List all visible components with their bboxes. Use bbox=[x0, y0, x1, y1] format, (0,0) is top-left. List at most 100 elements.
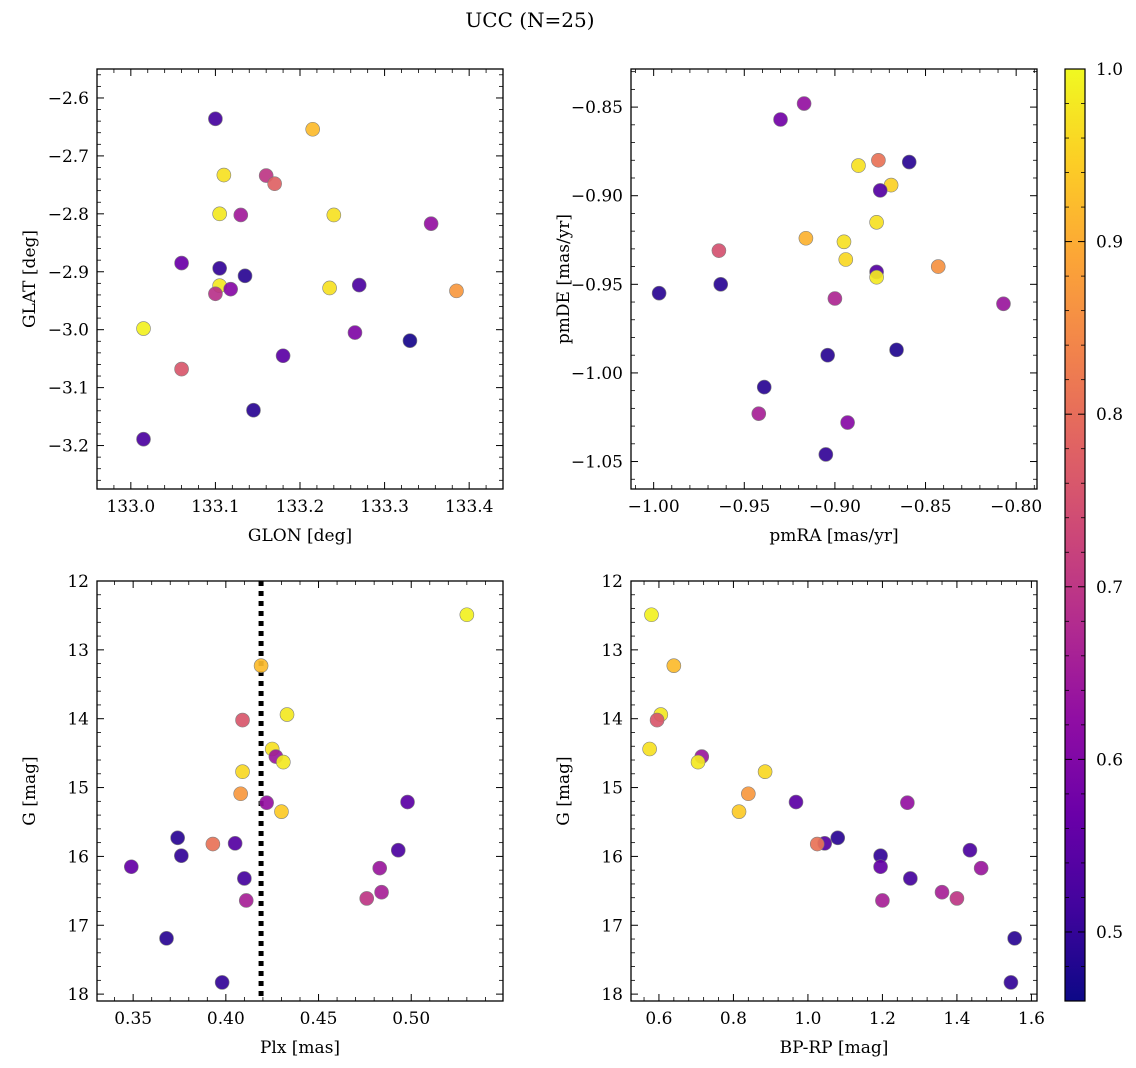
data-point bbox=[276, 754, 291, 770]
y-tick-label: −3.0 bbox=[48, 321, 89, 341]
y-axis-label: GLAT [deg] bbox=[20, 230, 40, 328]
plot-area bbox=[631, 581, 1037, 1001]
data-point bbox=[798, 230, 814, 246]
y-tick-label: −1.00 bbox=[571, 364, 623, 384]
data-point bbox=[949, 891, 965, 906]
colorbar-tick-label: 0.9 bbox=[1096, 233, 1123, 253]
y-tick-label: −3.1 bbox=[48, 379, 89, 399]
x-tick-label: 133.0 bbox=[106, 497, 155, 517]
data-point bbox=[170, 830, 185, 846]
data-point bbox=[136, 321, 151, 336]
y-tick-label: 14 bbox=[67, 710, 89, 730]
data-point bbox=[351, 277, 367, 293]
data-point bbox=[836, 234, 852, 250]
data-point bbox=[830, 830, 846, 846]
data-point bbox=[962, 842, 978, 858]
data-point bbox=[267, 176, 282, 192]
x-axis-label: BP-RP [mag] bbox=[780, 1038, 889, 1058]
x-tick-label: −0.80 bbox=[990, 497, 1042, 517]
x-axis-label: Plx [mas] bbox=[260, 1038, 340, 1058]
x-tick-label: −0.90 bbox=[809, 497, 861, 517]
data-point bbox=[372, 860, 388, 876]
y-tick-label: 12 bbox=[601, 572, 623, 592]
data-point bbox=[208, 286, 223, 302]
y-tick-label: 15 bbox=[67, 779, 89, 799]
data-point bbox=[796, 96, 812, 111]
data-point bbox=[246, 402, 261, 418]
data-point bbox=[275, 348, 291, 364]
data-point bbox=[233, 207, 249, 223]
y-tick-label: −2.8 bbox=[48, 205, 89, 225]
y-axis-label: pmDE [mas/yr] bbox=[554, 214, 574, 344]
data-point bbox=[875, 893, 890, 908]
y-tick-label: −3.2 bbox=[48, 437, 89, 457]
data-point bbox=[869, 269, 884, 285]
data-point bbox=[809, 836, 825, 852]
data-point bbox=[711, 243, 727, 258]
data-point bbox=[788, 794, 804, 810]
y-tick-label: 15 bbox=[601, 779, 623, 799]
data-point bbox=[402, 333, 418, 348]
y-tick-label: 17 bbox=[67, 916, 89, 936]
y-tick-label: −0.85 bbox=[571, 98, 623, 118]
data-point bbox=[205, 836, 221, 852]
x-tick-label: 133.1 bbox=[191, 497, 240, 517]
y-tick-label: 16 bbox=[601, 847, 623, 867]
x-tick-label: 0.8 bbox=[720, 1009, 747, 1029]
plot-area bbox=[631, 69, 1037, 489]
data-point bbox=[642, 741, 657, 757]
data-point bbox=[208, 111, 223, 127]
data-point bbox=[237, 268, 253, 284]
data-point bbox=[1003, 975, 1019, 990]
data-point bbox=[400, 794, 415, 810]
colorbar-gradient bbox=[1064, 68, 1086, 1002]
data-point bbox=[174, 255, 189, 271]
data-point bbox=[223, 281, 238, 297]
y-tick-label: 12 bbox=[67, 572, 89, 592]
axes-frame bbox=[630, 68, 1038, 490]
panel-plx_g: 0.35 0.40 0.45 0.50 12 13 14 15 16 17 18 Plx [mas] G… bbox=[20, 572, 504, 1058]
data-point bbox=[820, 347, 835, 363]
data-point bbox=[973, 860, 989, 876]
y-tick-label: 13 bbox=[67, 641, 89, 661]
data-point bbox=[347, 325, 363, 340]
y-tick-label: 16 bbox=[67, 847, 89, 867]
data-point bbox=[214, 975, 230, 990]
data-point bbox=[731, 804, 747, 819]
data-point bbox=[233, 786, 248, 802]
colorbar-tick-label: 1.0 bbox=[1096, 60, 1123, 80]
colorbar-tick-label: 0.5 bbox=[1096, 923, 1123, 943]
data-point bbox=[869, 214, 884, 230]
data-point bbox=[390, 842, 406, 858]
plot-area bbox=[97, 69, 503, 489]
data-point bbox=[930, 259, 946, 274]
data-point bbox=[644, 607, 659, 623]
x-tick-label: 133.2 bbox=[276, 497, 325, 517]
data-point bbox=[757, 764, 773, 780]
data-point bbox=[238, 893, 254, 908]
data-point bbox=[212, 260, 227, 276]
data-point bbox=[1007, 931, 1022, 946]
data-point bbox=[649, 712, 665, 728]
y-axis-label: G [mag] bbox=[20, 756, 40, 825]
data-point bbox=[900, 795, 915, 811]
data-point bbox=[903, 871, 918, 886]
panel-pm: −1.00 −0.95 −0.90 −0.85 −0.80 −0.85 −0.90 −0.95… bbox=[554, 68, 1042, 546]
data-point bbox=[666, 658, 682, 673]
data-point bbox=[756, 379, 772, 395]
x-tick-label: 0.35 bbox=[114, 1009, 152, 1029]
data-point bbox=[741, 786, 756, 802]
data-point bbox=[838, 252, 854, 267]
y-tick-label: −1.05 bbox=[571, 453, 623, 473]
x-tick-label: 0.50 bbox=[392, 1009, 430, 1029]
y-tick-label: −2.6 bbox=[48, 89, 89, 109]
data-point bbox=[253, 658, 269, 673]
data-point bbox=[322, 280, 337, 296]
data-point bbox=[996, 296, 1011, 312]
data-point bbox=[449, 283, 464, 299]
panel-glon_glat: 133.0 133.1 133.2 133.3 133.4 −2.6 −2.7 −2.8 −2.… bbox=[20, 68, 504, 546]
data-point bbox=[690, 754, 706, 770]
data-point bbox=[889, 342, 904, 358]
y-tick-label: −2.7 bbox=[48, 147, 89, 167]
